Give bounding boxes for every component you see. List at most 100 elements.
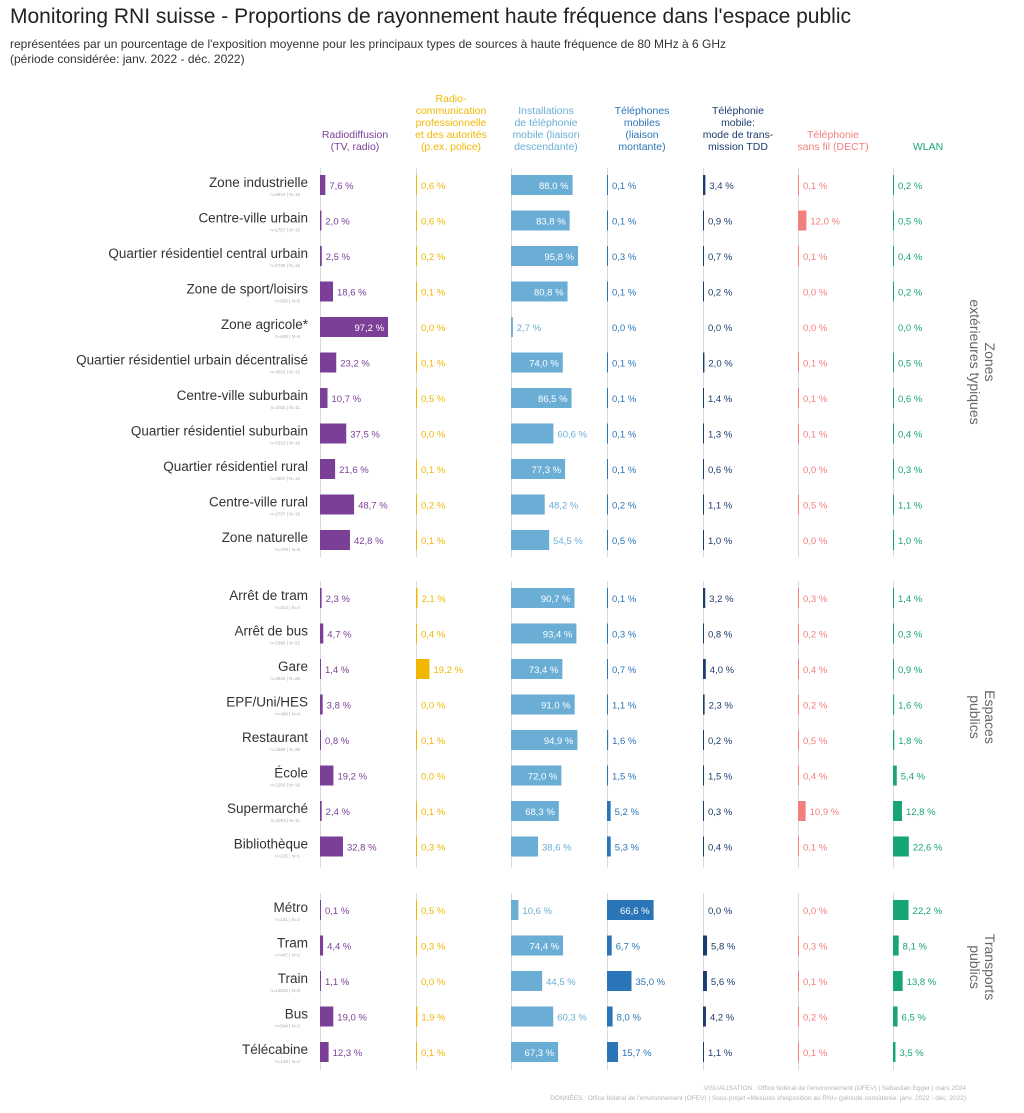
bar-tdd: [703, 730, 704, 750]
column-header-installations: Installations de téléphonie mobile (liaiso…: [512, 105, 579, 153]
value-label-wlan: 0,6 %: [898, 394, 923, 405]
category-sample-size: n=478 | N=5: [275, 547, 300, 552]
category-label: Restaurant: [242, 730, 308, 745]
value-label-radiocom: 0,3 %: [421, 843, 446, 854]
category-sample-size: n=4503 | N=10: [270, 370, 300, 375]
bar-tdd: [703, 246, 704, 266]
value-label-installations: 74,4 %: [530, 942, 560, 953]
value-label-installations: 93,4 %: [543, 630, 573, 641]
value-label-radiodiffusion: 10,7 %: [331, 394, 361, 405]
value-label-mobiles: 15,7 %: [622, 1048, 652, 1059]
category-sample-size: n=6810 | N=10: [270, 192, 300, 197]
value-label-wlan: 12,8 %: [906, 807, 936, 818]
value-label-dect: 0,0 %: [803, 288, 828, 299]
bar-tdd: [703, 659, 706, 679]
bar-radiodiffusion: [320, 1006, 334, 1027]
bar-installations: [511, 352, 563, 373]
value-label-installations: 88,0 %: [539, 181, 569, 192]
value-label-radiocom: 19,2 %: [433, 665, 463, 676]
value-label-dect: 0,1 %: [803, 843, 828, 854]
bar-installations: [511, 836, 539, 857]
bar-radiocom: [416, 1006, 418, 1027]
bar-wlan: [893, 352, 894, 373]
category-sample-size: n=558 | N=5: [275, 299, 300, 304]
value-label-wlan: 0,5 %: [898, 359, 923, 370]
bar-tdd: [703, 423, 704, 444]
bar-radiocom: [416, 836, 417, 857]
category-sample-size: n=649 | N=5: [275, 334, 300, 339]
value-label-dect: 0,1 %: [803, 394, 828, 405]
value-label-tdd: 2,0 %: [708, 359, 733, 370]
value-label-tdd: 1,3 %: [708, 430, 733, 441]
category-sample-size: n=544 | N=2: [275, 1024, 300, 1029]
bar-mobiles: [607, 246, 608, 266]
value-label-tdd: 1,4 %: [708, 394, 733, 405]
value-label-installations: 95,8 %: [544, 252, 574, 263]
category-sample-size: n=1738 | N=10: [270, 263, 300, 268]
bar-radiocom: [416, 352, 417, 373]
bar-dect: [798, 935, 799, 956]
value-label-wlan: 0,9 %: [898, 665, 923, 676]
value-label-dect: 0,5 %: [803, 501, 828, 512]
bar-mobiles: [607, 175, 608, 195]
category-label: Zone agricole*: [221, 317, 309, 332]
category-label: Quartier résidentiel central urbain: [108, 246, 308, 261]
category-label: Arrêt de tram: [229, 588, 308, 603]
bar-installations: [511, 659, 563, 679]
bar-dect: [798, 801, 806, 821]
bar-radiocom: [416, 659, 430, 679]
bar-installations: [511, 281, 568, 302]
bar-radiodiffusion: [320, 494, 355, 515]
category-sample-size: n=2200 | N=16: [270, 783, 300, 788]
bar-tdd: [703, 801, 704, 821]
bar-wlan: [893, 971, 903, 991]
value-label-mobiles: 0,1 %: [612, 594, 637, 605]
bar-radiodiffusion: [320, 694, 323, 715]
value-label-mobiles: 0,1 %: [612, 288, 637, 299]
value-label-mobiles: 0,2 %: [612, 501, 637, 512]
value-label-radiocom: 0,1 %: [421, 736, 446, 747]
value-label-radiodiffusion: 19,2 %: [337, 772, 367, 783]
value-label-wlan: 22,2 %: [913, 906, 943, 917]
value-label-tdd: 0,0 %: [708, 323, 733, 334]
bar-dect: [798, 836, 799, 857]
value-label-dect: 0,3 %: [803, 594, 828, 605]
bar-dect: [798, 352, 799, 373]
bar-radiodiffusion: [320, 210, 322, 231]
value-label-radiocom: 2,1 %: [421, 594, 446, 605]
bar-mobiles: [607, 210, 608, 231]
bar-radiocom: [416, 623, 417, 644]
bar-dect: [798, 1042, 799, 1062]
value-label-radiodiffusion: 23,2 %: [340, 359, 370, 370]
value-label-installations: 2,7 %: [517, 323, 542, 334]
bar-mobiles: [607, 352, 608, 373]
value-label-mobiles: 66,6 %: [620, 906, 650, 917]
value-label-installations: 90,7 %: [541, 594, 571, 605]
category-sample-size: n=1204 | N=11: [271, 818, 301, 823]
group-label: Espacespublics: [967, 690, 998, 744]
category-label: École: [274, 766, 308, 781]
value-label-radiocom: 0,6 %: [421, 217, 446, 228]
bar-wlan: [893, 175, 894, 195]
bar-tdd: [703, 935, 708, 956]
value-label-mobiles: 5,2 %: [615, 807, 640, 818]
value-label-radiodiffusion: 4,7 %: [327, 630, 352, 641]
value-label-wlan: 0,3 %: [898, 465, 923, 476]
value-label-radiocom: 0,1 %: [421, 288, 446, 299]
bar-mobiles: [607, 694, 608, 715]
value-label-wlan: 5,4 %: [901, 772, 926, 783]
value-label-mobiles: 0,5 %: [612, 536, 637, 547]
value-label-wlan: 13,8 %: [907, 977, 937, 988]
bar-wlan: [893, 246, 894, 266]
value-label-tdd: 2,3 %: [709, 701, 734, 712]
bar-mobiles: [607, 971, 632, 991]
value-label-mobiles: 0,1 %: [612, 465, 637, 476]
value-label-wlan: 6,5 %: [902, 1013, 927, 1024]
bar-wlan: [893, 1042, 896, 1062]
bar-installations: [511, 588, 575, 608]
bar-tdd: [703, 1042, 704, 1062]
bar-wlan: [893, 836, 909, 857]
value-label-mobiles: 0,1 %: [612, 217, 637, 228]
value-label-wlan: 1,4 %: [898, 594, 923, 605]
value-label-tdd: 5,8 %: [711, 942, 736, 953]
